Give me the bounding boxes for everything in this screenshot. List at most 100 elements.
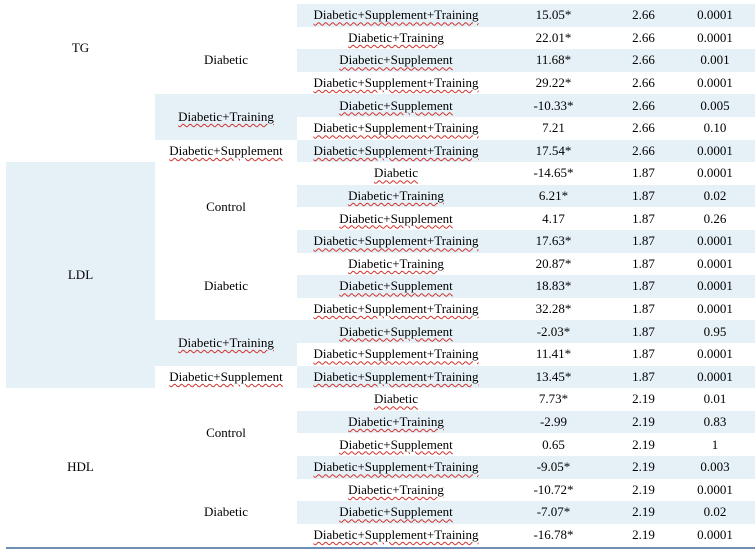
mean-difference-cell: 13.45* [495,365,612,389]
subgroup-label-cell-text: Diabetic+Training [178,334,274,350]
std-error-cell-text: 1.87 [632,346,655,362]
subgroup-label-cell-text: Control [206,425,246,441]
mean-difference-cell-text: -9.05* [536,459,571,475]
std-error-cell-text: 2.19 [632,436,655,452]
std-error-cell-text: 2.19 [632,414,655,430]
std-error-cell: 1.87 [612,365,675,389]
mean-difference-cell-text: -10.33* [533,97,574,113]
p-value-cell-text: 0.83 [703,414,727,430]
std-error-cell: 1.87 [612,184,675,208]
std-error-cell: 1.87 [612,253,675,276]
comparison-cell-text: Diabetic+Supplement+Training [313,301,479,317]
mean-difference-cell: -2.99 [495,410,612,434]
std-error-cell-text: 2.19 [632,504,655,520]
std-error-cell-text: 1.87 [632,210,655,226]
comparison-cell-text: Diabetic+Supplement [339,323,453,339]
p-value-cell-text: 0.10 [703,120,727,136]
p-value-cell: 0.0001 [675,365,755,389]
comparison-cell: Diabetic [297,388,495,411]
group-label-cell: HDL [6,388,155,546]
std-error-cell-text: 2.19 [632,527,655,543]
std-error-cell-text: 1.87 [632,323,655,339]
p-value-cell: 0.10 [675,117,755,140]
comparison-cell: Diabetic+Supplement+Training [297,298,495,321]
std-error-cell: 2.66 [612,139,675,163]
p-value-cell: 0.001 [675,49,755,72]
comparison-cell: Diabetic+Supplement [297,433,495,456]
comparison-cell-text: Diabetic+Training [348,414,444,430]
mean-difference-cell: 6.21* [495,184,612,208]
comparison-cell: Diabetic+Supplement+Training [297,72,495,95]
std-error-cell: 2.66 [612,117,675,140]
comparison-cell: Diabetic+Supplement+Training [297,230,495,253]
p-value-cell: 0.0001 [675,230,755,253]
mean-difference-cell-text: 22.01* [535,29,572,45]
mean-difference-cell-text: 20.87* [535,255,572,271]
p-value-cell-text: 1 [711,436,719,452]
comparison-cell: Diabetic+Supplement+Training [297,343,495,366]
std-error-cell: 1.87 [612,275,675,298]
mean-difference-cell: 11.68* [495,49,612,72]
p-value-cell-text: 0.0001 [697,233,733,249]
subgroup-label-cell-text: Diabetic [203,504,249,520]
subgroup-label-cell: Diabetic+Training [155,320,297,366]
subgroup-label-cell: Control [155,162,297,252]
std-error-cell-text: 2.66 [632,97,655,113]
std-error-cell-text: 2.66 [632,52,655,68]
p-value-cell-text: 0.95 [703,323,727,339]
comparison-cell: Diabetic+Supplement [297,501,495,524]
comparison-cell-text: Diabetic+Training [348,29,444,45]
comparison-cell: Diabetic+Supplement+Training [297,139,495,163]
mean-difference-cell: -7.07* [495,501,612,524]
p-value-cell-text: 0.0001 [697,29,733,45]
comparison-cell-text: Diabetic+Supplement [339,210,453,226]
p-value-cell-text: 0.0001 [697,346,733,362]
comparison-cell-text: Diabetic+Supplement+Training [313,142,479,158]
subgroup-label-cell-text: Control [206,199,246,215]
p-value-cell-text: 0.02 [703,188,727,204]
std-error-cell-text: 2.19 [632,481,655,497]
subgroup-label-cell-text: Diabetic+Supplement [169,368,283,384]
std-error-cell-text: 1.87 [632,278,655,294]
subgroup-label-cell: Diabetic [155,253,297,321]
comparison-cell: Diabetic+Supplement [297,207,495,230]
comparison-cell: Diabetic+Supplement [297,275,495,298]
mean-difference-cell: 20.87* [495,253,612,276]
comparison-cell-text: Diabetic [373,165,419,181]
mean-difference-cell: 7.21 [495,117,612,140]
mean-difference-cell-text: 17.54* [535,142,572,158]
p-value-cell: 0.0001 [675,275,755,298]
mean-difference-cell: -14.65* [495,162,612,185]
std-error-cell-text: 1.87 [632,368,655,384]
p-value-cell-text: 0.0001 [697,7,733,23]
p-value-cell: 0.0001 [675,253,755,276]
p-value-cell-text: 0.26 [703,210,727,226]
comparison-cell-text: Diabetic+Supplement+Training [313,459,479,475]
std-error-cell-text: 2.66 [632,142,655,158]
std-error-cell-text: 2.66 [632,7,655,23]
p-value-cell-text: 0.0001 [697,481,733,497]
mean-difference-cell: 11.41* [495,343,612,366]
comparison-cell-text: Diabetic+Supplement+Training [313,7,479,23]
comparison-cell-text: Diabetic+Supplement [339,436,453,452]
p-value-cell: 0.02 [675,501,755,524]
subgroup-label-cell: Diabetic+Supplement [155,140,297,163]
std-error-cell: 2.66 [612,49,675,72]
mean-difference-cell-text: 15.05* [535,7,572,23]
std-error-cell: 1.87 [612,162,675,185]
mean-difference-cell-text: -2.99 [539,414,568,430]
mean-difference-cell-text: 0.65 [542,436,565,452]
comparison-cell: Diabetic+Supplement+Training [297,117,495,140]
mean-difference-cell-text: 32.28* [535,301,572,317]
mean-difference-cell-text: -14.65* [533,165,574,181]
std-error-cell: 2.19 [612,479,675,502]
p-value-cell-text: 0.0001 [697,255,733,271]
comparison-cell-text: Diabetic+Supplement [339,52,453,68]
subgroup-label-cell: Diabetic [155,27,297,95]
std-error-cell-text: 1.87 [632,301,655,317]
p-value-cell-text: 0.0001 [697,142,733,158]
p-value-cell: 0.83 [675,410,755,434]
std-error-cell-text: 2.66 [632,75,655,91]
mean-difference-cell: 32.28* [495,298,612,321]
comparison-cell-text: Diabetic+Supplement+Training [313,368,479,384]
